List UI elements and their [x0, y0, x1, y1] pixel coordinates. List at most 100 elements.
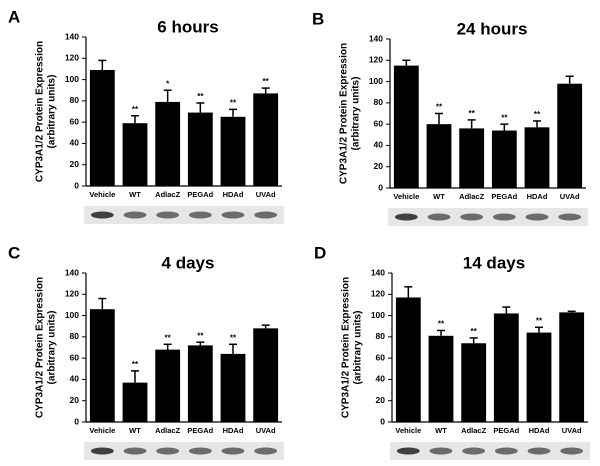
western-blot [84, 442, 284, 460]
panel-title: 6 hours [157, 17, 218, 36]
y-tick-label: 40 [70, 374, 80, 384]
significance: ** [536, 316, 543, 325]
blot-band [254, 447, 278, 455]
x-tick-label: Vehicle [89, 426, 115, 435]
bar [524, 127, 550, 188]
y-tick-label: 40 [376, 374, 386, 384]
blot-band [90, 447, 114, 455]
blot-band [254, 211, 278, 219]
y-tick-label: 100 [65, 310, 79, 320]
bar [557, 83, 583, 188]
x-tick-label: HDAd [223, 426, 244, 435]
significance: ** [230, 333, 237, 342]
x-tick-label: Vehicle [89, 190, 115, 199]
y-tick-label: 60 [70, 352, 80, 362]
bar [122, 382, 148, 422]
x-tick-label: AdlacZ [155, 426, 180, 435]
y-tick-label: 20 [376, 395, 386, 405]
blot-band [156, 447, 180, 455]
significance: ** [469, 109, 476, 118]
bar [526, 332, 552, 422]
blot-band [123, 447, 147, 455]
blot-band [123, 211, 147, 219]
y-tick-label: 100 [65, 74, 79, 84]
y-tick-label: 20 [70, 395, 80, 405]
blot-band [221, 211, 245, 219]
significance: ** [534, 110, 541, 119]
bar [253, 328, 279, 422]
blot-band [525, 213, 549, 221]
blot-band [558, 213, 582, 221]
blot-band [427, 213, 451, 221]
bar [426, 124, 452, 188]
y-tick-label: 120 [371, 289, 385, 299]
y-tick-label: 20 [374, 161, 384, 171]
blot-band [394, 213, 418, 221]
blot-band [188, 447, 212, 455]
x-tick-label: UVAd [560, 192, 580, 201]
y-tick-label: 80 [70, 95, 80, 105]
blot-band [429, 447, 453, 455]
bar [395, 297, 421, 422]
blot-band [90, 211, 114, 219]
panel-letter: A [8, 7, 20, 26]
y-tick-label: 140 [65, 31, 79, 41]
bar [220, 116, 246, 186]
western-blot [388, 208, 588, 226]
x-tick-label: UVAd [562, 426, 582, 435]
blot-band [396, 447, 420, 455]
significance: ** [438, 320, 445, 329]
y-axis-label: CYP3A1/2 Protein Expression [35, 277, 46, 418]
x-tick-label: AdlacZ [459, 192, 484, 201]
y-tick-label: 80 [374, 97, 384, 107]
bar [89, 69, 115, 186]
bar [393, 65, 419, 188]
bar [253, 93, 279, 186]
y-tick-label: 0 [380, 416, 385, 426]
significance: ** [132, 360, 139, 369]
y-tick-label: 0 [74, 416, 79, 426]
y-axis-label: CYP3A1/2 Protein Expression [35, 41, 46, 182]
blot-band [156, 211, 180, 219]
x-tick-label: AdlacZ [155, 190, 180, 199]
y-tick-label: 80 [70, 331, 80, 341]
y-axis-label: (arbitrary units) [351, 77, 362, 151]
bar [428, 335, 454, 422]
x-tick-label: HDAd [529, 426, 550, 435]
blot-band [492, 213, 516, 221]
y-tick-label: 100 [371, 310, 385, 320]
blot-band [560, 447, 584, 455]
x-tick-label: WT [435, 426, 447, 435]
significance: ** [471, 327, 478, 336]
y-axis-label: CYP3A1/2 Protein Expression [341, 277, 352, 418]
x-tick-label: Vehicle [393, 192, 419, 201]
y-tick-label: 120 [65, 289, 79, 299]
x-tick-label: PEGAd [187, 190, 213, 199]
bar [491, 130, 517, 188]
bar [459, 128, 485, 188]
y-axis-label: (arbitrary units) [353, 311, 364, 385]
x-tick-label: PEGAd [187, 426, 213, 435]
y-tick-label: 60 [70, 116, 80, 126]
y-tick-label: 0 [74, 180, 79, 190]
y-tick-label: 140 [369, 33, 383, 43]
blot-band [221, 447, 245, 455]
significance: ** [132, 105, 139, 114]
bar [155, 101, 181, 186]
y-tick-label: 80 [376, 331, 386, 341]
y-tick-label: 140 [65, 267, 79, 277]
x-tick-label: HDAd [527, 192, 548, 201]
x-tick-label: WT [129, 426, 141, 435]
blot-band [494, 447, 518, 455]
significance: ** [436, 103, 443, 112]
bar [559, 312, 585, 422]
bar [122, 123, 148, 186]
blot-band [460, 213, 484, 221]
y-tick-label: 40 [70, 138, 80, 148]
bar [187, 345, 213, 422]
panel-title: 4 days [162, 253, 215, 272]
significance: ** [165, 333, 172, 342]
x-tick-label: WT [129, 190, 141, 199]
bar [187, 112, 213, 186]
significance: ** [230, 98, 237, 107]
